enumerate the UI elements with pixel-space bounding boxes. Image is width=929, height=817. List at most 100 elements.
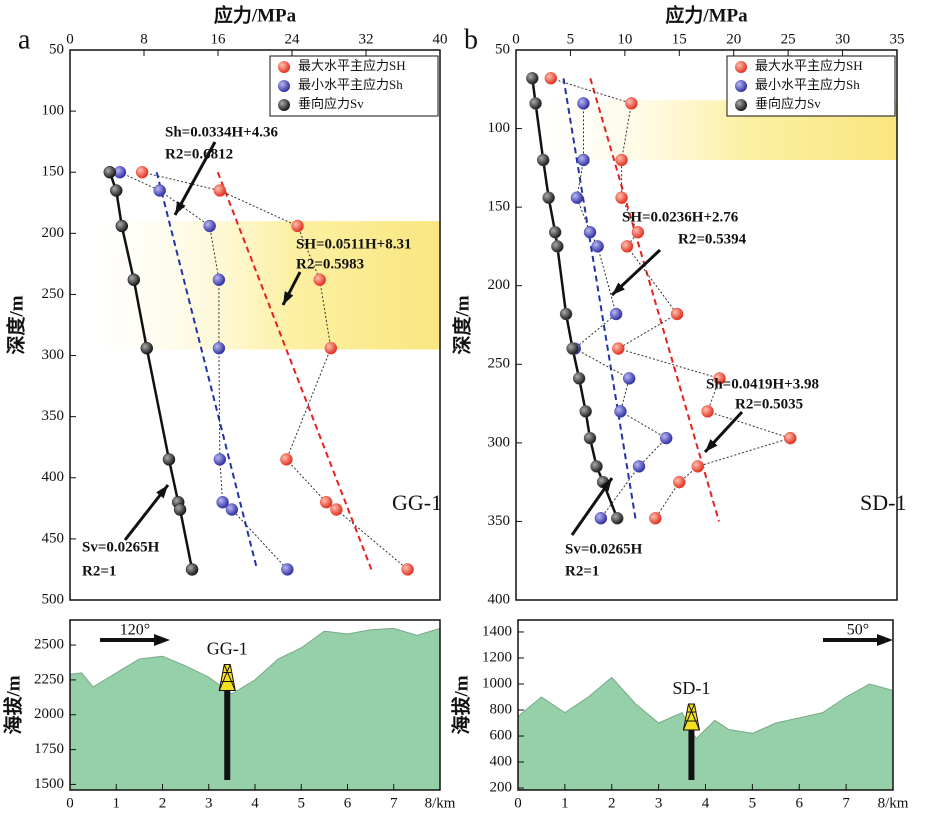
x-tick-label: 8/km <box>878 795 909 811</box>
data-point <box>713 372 726 385</box>
y-tick-label: 1500 <box>34 776 64 792</box>
data-point <box>612 342 625 355</box>
data-point <box>615 191 628 204</box>
x-tick-label: 35 <box>890 31 905 47</box>
y-tick-label: 1000 <box>482 675 512 691</box>
data-point <box>185 563 199 576</box>
data-point <box>280 453 293 466</box>
arrow-head <box>156 485 168 499</box>
x-tick-label: 7 <box>390 795 398 811</box>
y-tick-label: 300 <box>488 434 511 450</box>
legend-label: 垂向应力Sv <box>298 96 364 111</box>
data-point <box>291 219 304 233</box>
annotation: Sv=0.0265H <box>565 541 643 557</box>
fit-line <box>562 78 637 522</box>
x-tick-label: 3 <box>205 795 213 811</box>
y-axis-label: 深度/m <box>450 295 473 354</box>
legend-label: 垂向应力Sv <box>755 96 821 111</box>
annotation: GG-1 <box>392 490 442 515</box>
derrick <box>682 703 701 731</box>
direction-label: 50° <box>847 622 869 639</box>
panel-label: b <box>464 24 478 55</box>
y-axis-label: 海拔/m <box>1 675 24 734</box>
data-point <box>649 512 662 525</box>
well-bore <box>688 729 695 780</box>
y-tick-label: 1400 <box>482 623 512 639</box>
annotation: R2=0.5035 <box>735 396 803 412</box>
x-tick-label: 0 <box>512 31 520 47</box>
x-tick-label: 25 <box>781 31 796 47</box>
data-point <box>577 153 590 167</box>
derrick-lattice <box>682 703 700 731</box>
terrain-area <box>69 627 441 791</box>
x-tick-label: 5 <box>749 795 757 811</box>
y-tick-label: 100 <box>42 103 65 119</box>
data-point <box>401 563 414 576</box>
data-point <box>153 184 166 197</box>
x-tick-label: 4 <box>251 795 259 811</box>
y-tick-label: 350 <box>488 513 511 529</box>
x-tick-label: 2 <box>608 795 616 811</box>
x-tick-label: 24 <box>285 31 301 47</box>
legend-label: 最小水平主应力Sh <box>298 77 403 92</box>
data-point <box>213 453 227 466</box>
data-point <box>216 495 229 509</box>
direction-arrow-head <box>154 634 170 646</box>
data-point <box>162 453 176 466</box>
data-point <box>213 184 227 197</box>
data-point <box>551 240 564 253</box>
data-point <box>110 184 123 197</box>
x-tick-label: 8/km <box>425 795 456 811</box>
y-tick-label: 50 <box>495 41 510 57</box>
x-axis-label: 应力/MPa <box>214 3 297 26</box>
x-tick-label: 20 <box>726 31 741 47</box>
data-point <box>632 460 646 473</box>
y-tick-label: 2250 <box>34 671 64 687</box>
fit-line <box>589 78 720 522</box>
y-axis-label: 海拔/m <box>449 675 472 734</box>
x-tick-label: 16 <box>211 31 227 47</box>
x-tick-label: 1 <box>561 795 569 811</box>
data-point <box>622 372 636 385</box>
data-point <box>173 503 187 516</box>
y-tick-label: 400 <box>42 469 65 485</box>
x-axis-label: 应力/MPa <box>665 3 748 26</box>
annotation: SD-1 <box>860 490 906 515</box>
x-tick-label: 5 <box>567 31 575 47</box>
plot-frame <box>515 49 898 601</box>
data-point <box>127 273 141 287</box>
data-point <box>659 431 673 445</box>
y-tick-label: 450 <box>42 530 65 546</box>
terrain-area <box>517 676 894 791</box>
data-point <box>529 97 542 110</box>
x-tick-label: 40 <box>433 31 448 47</box>
x-tick-label: 6 <box>344 795 352 811</box>
data-point <box>784 431 797 445</box>
legend-marker <box>735 80 747 92</box>
data-point <box>526 72 539 85</box>
y-tick-label: 200 <box>488 277 511 293</box>
derrick-lattice <box>218 664 236 691</box>
y-tick-label: 250 <box>488 356 511 372</box>
legend-label: 最大水平主应力SH <box>755 58 863 73</box>
x-tick-label: 0 <box>66 795 74 811</box>
x-tick-label: 32 <box>359 31 374 47</box>
data-point <box>313 273 326 287</box>
data-point <box>544 72 558 85</box>
fit-line <box>216 171 373 570</box>
data-point <box>212 273 226 287</box>
annotation: Sh=0.0419H+3.98 <box>706 376 819 392</box>
y-tick-label: 500 <box>42 591 65 607</box>
series-line <box>550 77 792 519</box>
data-point <box>225 503 239 516</box>
arrow-head <box>175 201 186 215</box>
data-point <box>620 240 634 253</box>
x-tick-label: 7 <box>842 795 850 811</box>
data-point <box>570 191 584 204</box>
direction-label: 120° <box>120 622 150 639</box>
panel-label: a <box>18 24 31 55</box>
data-point <box>103 165 117 179</box>
legend-box <box>269 55 439 117</box>
x-tick-label: 1 <box>113 795 121 811</box>
legend-marker <box>735 99 747 111</box>
